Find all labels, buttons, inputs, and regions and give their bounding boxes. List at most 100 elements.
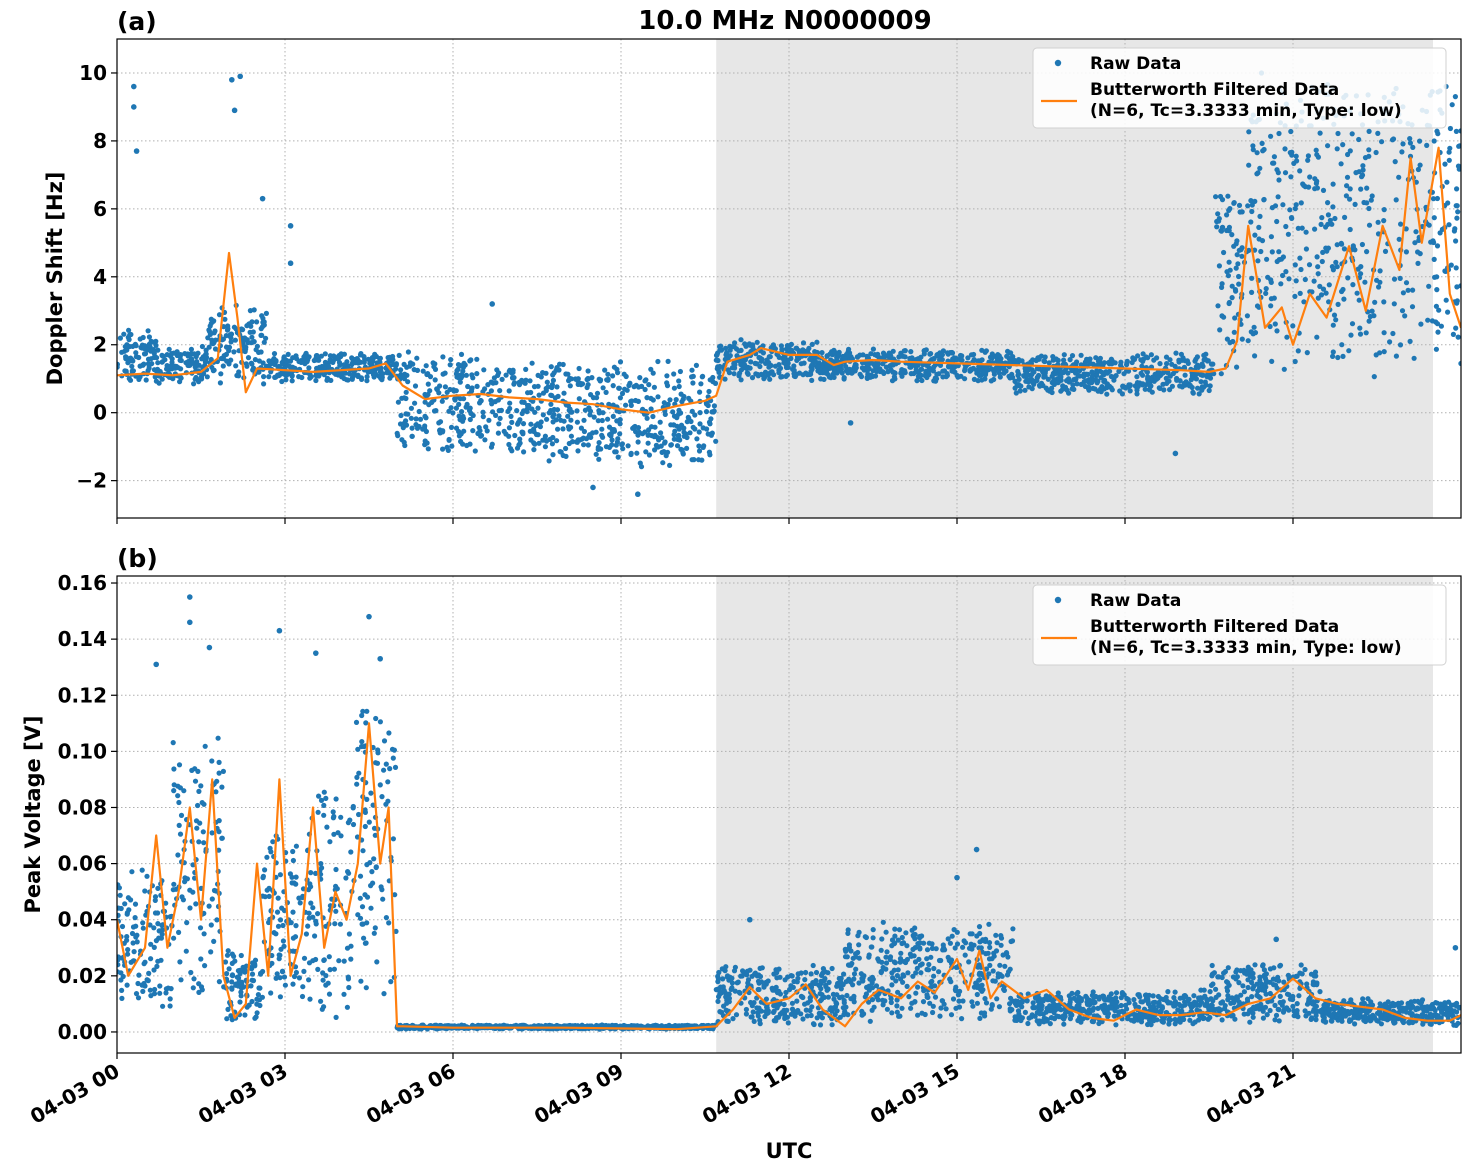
raw-data-point bbox=[237, 968, 242, 973]
raw-data-point bbox=[805, 348, 810, 353]
raw-data-point bbox=[359, 375, 364, 380]
raw-data-point bbox=[189, 768, 194, 773]
raw-data-point bbox=[654, 443, 659, 448]
raw-data-point bbox=[804, 1008, 809, 1013]
raw-data-point bbox=[618, 395, 623, 400]
raw-data-point bbox=[345, 869, 350, 874]
raw-data-point bbox=[1213, 194, 1218, 199]
raw-data-point bbox=[577, 366, 582, 371]
raw-data-point bbox=[129, 960, 134, 965]
raw-data-point bbox=[1335, 355, 1340, 360]
raw-data-point bbox=[676, 433, 681, 438]
raw-data-point bbox=[820, 971, 825, 976]
raw-data-point bbox=[798, 1011, 803, 1016]
raw-data-point bbox=[1252, 233, 1257, 238]
raw-data-point bbox=[611, 414, 616, 419]
raw-data-point bbox=[201, 802, 206, 807]
raw-data-point bbox=[987, 945, 992, 950]
raw-data-point bbox=[1034, 378, 1039, 383]
raw-data-point bbox=[795, 979, 800, 984]
raw-data-point bbox=[1225, 194, 1230, 199]
raw-data-point bbox=[1408, 339, 1413, 344]
raw-data-point bbox=[120, 924, 125, 929]
raw-data-point bbox=[773, 1018, 778, 1023]
raw-data-point bbox=[973, 981, 978, 986]
raw-data-point bbox=[876, 997, 881, 1002]
raw-data-point bbox=[504, 373, 509, 378]
raw-data-point bbox=[536, 384, 541, 389]
raw-data-point bbox=[273, 931, 278, 936]
raw-data-point bbox=[851, 994, 856, 999]
raw-data-point bbox=[449, 444, 454, 449]
raw-data-point bbox=[1358, 332, 1363, 337]
raw-data-point bbox=[667, 397, 672, 402]
raw-data-point bbox=[151, 925, 156, 930]
raw-data-point bbox=[842, 375, 847, 380]
raw-data-point bbox=[127, 376, 132, 381]
raw-data-point bbox=[158, 958, 163, 963]
raw-data-point bbox=[1289, 215, 1294, 220]
raw-data-point bbox=[440, 399, 445, 404]
raw-data-point bbox=[884, 930, 889, 935]
raw-data-point bbox=[825, 988, 830, 993]
raw-data-point bbox=[1058, 369, 1063, 374]
raw-data-point bbox=[454, 406, 459, 411]
raw-data-point bbox=[155, 921, 160, 926]
raw-data-point bbox=[172, 782, 177, 787]
raw-data-point bbox=[181, 897, 186, 902]
raw-data-point bbox=[1425, 318, 1430, 323]
raw-data-point bbox=[986, 951, 991, 956]
raw-data-point bbox=[217, 979, 222, 984]
raw-data-point bbox=[176, 930, 181, 935]
raw-data-point bbox=[1203, 357, 1208, 362]
raw-data-point bbox=[264, 855, 269, 860]
raw-data-point bbox=[1360, 163, 1365, 168]
raw-data-point bbox=[1200, 373, 1205, 378]
raw-data-point bbox=[756, 1006, 761, 1011]
raw-data-point bbox=[232, 959, 237, 964]
raw-data-point bbox=[977, 971, 982, 976]
raw-data-point bbox=[118, 336, 123, 341]
raw-data-point bbox=[164, 986, 169, 991]
raw-data-point bbox=[612, 427, 617, 432]
raw-data-point bbox=[1255, 258, 1260, 263]
raw-data-point bbox=[410, 434, 415, 439]
raw-data-point bbox=[521, 408, 526, 413]
raw-data-point bbox=[142, 888, 147, 893]
raw-data-point bbox=[485, 382, 490, 387]
raw-data-point bbox=[184, 920, 189, 925]
raw-data-point bbox=[701, 445, 706, 450]
raw-data-point bbox=[1320, 259, 1325, 264]
raw-data-point bbox=[1018, 384, 1023, 389]
raw-data-point bbox=[724, 350, 729, 355]
raw-data-point bbox=[692, 426, 697, 431]
raw-data-point bbox=[819, 350, 824, 355]
raw-data-point bbox=[1109, 357, 1114, 362]
raw-data-point bbox=[736, 348, 741, 353]
raw-data-point bbox=[179, 813, 184, 818]
raw-data-point bbox=[908, 1006, 913, 1011]
raw-data-point bbox=[335, 830, 340, 835]
raw-data-point bbox=[149, 361, 154, 366]
raw-data-point bbox=[791, 985, 796, 990]
raw-data-point bbox=[207, 345, 212, 350]
raw-data-point bbox=[200, 344, 205, 349]
raw-data-point bbox=[198, 925, 203, 930]
raw-data-point bbox=[924, 967, 929, 972]
raw-data-point bbox=[652, 447, 657, 452]
raw-data-point bbox=[586, 382, 591, 387]
raw-data-point bbox=[1378, 268, 1383, 273]
raw-data-point bbox=[684, 446, 689, 451]
raw-data-point bbox=[896, 967, 901, 972]
raw-data-point bbox=[1245, 203, 1250, 208]
raw-data-point bbox=[541, 412, 546, 417]
raw-data-point bbox=[601, 385, 606, 390]
raw-data-point bbox=[909, 371, 914, 376]
raw-data-point bbox=[771, 344, 776, 349]
raw-data-point bbox=[1453, 238, 1458, 243]
raw-data-point bbox=[667, 463, 672, 468]
raw-data-point bbox=[358, 979, 363, 984]
raw-data-point bbox=[1011, 358, 1016, 363]
raw-data-point bbox=[327, 992, 332, 997]
raw-data-point bbox=[569, 434, 574, 439]
